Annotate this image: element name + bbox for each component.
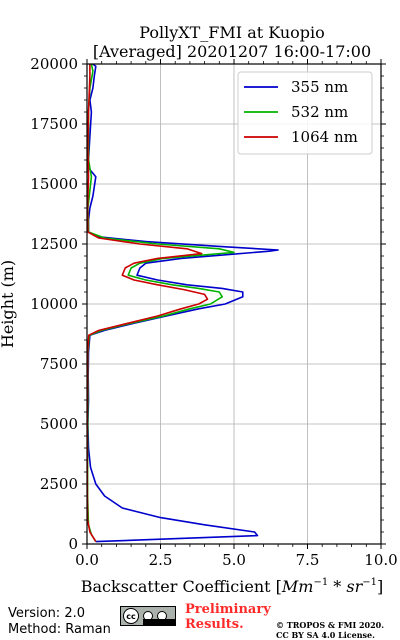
y-tick-label: 2500 bbox=[40, 475, 78, 493]
x-tick-label: 0.0 bbox=[75, 551, 99, 569]
x-tick-label: 7.5 bbox=[296, 551, 320, 569]
y-tick-label: 12500 bbox=[30, 235, 78, 253]
chart-title-line2: [Averaged] 20201207 16:00-17:00 bbox=[93, 42, 371, 61]
legend-label-1064nm: 1064 nm bbox=[291, 128, 358, 146]
copyright-line2: CC BY SA 4.0 License. bbox=[276, 630, 375, 640]
legend-label-355nm: 355 nm bbox=[291, 78, 348, 96]
chart-title-line1: PollyXT_FMI at Kuopio bbox=[139, 23, 325, 42]
legend-box bbox=[237, 71, 373, 155]
y-tick-label: 7500 bbox=[40, 355, 78, 373]
x-axis-label: Backscatter Coefficient [Mm−1 * sr−1] bbox=[81, 577, 384, 596]
x-axis-label-mult: * sr bbox=[328, 577, 363, 596]
copyright-line1: © TROPOS & FMI 2020. bbox=[276, 620, 385, 630]
preliminary-results-notice: Preliminary Results. bbox=[185, 602, 271, 632]
y-axis-label-text: Height (m) bbox=[0, 260, 17, 348]
y-tick-label: 15000 bbox=[30, 175, 78, 193]
x-axis-label-exp1: −1 bbox=[313, 577, 328, 588]
x-axis-label-prefix: Backscatter Coefficient [ bbox=[81, 577, 282, 596]
x-axis-label-unit: Mm bbox=[281, 577, 314, 596]
version-text: Version: 2.0 bbox=[8, 606, 85, 621]
copyright-notice: © TROPOS & FMI 2020. CC BY SA 4.0 Licens… bbox=[276, 620, 384, 640]
y-tick-label: 10000 bbox=[30, 295, 78, 313]
x-axis-label-exp2: −1 bbox=[362, 577, 377, 588]
y-tick-label: 5000 bbox=[40, 415, 78, 433]
method-text: Method: Raman bbox=[8, 622, 111, 637]
x-tick-label: 5.0 bbox=[222, 551, 246, 569]
cc-icon: cc bbox=[123, 608, 139, 624]
y-tick-label: 20000 bbox=[30, 55, 78, 73]
preliminary-line1: Preliminary bbox=[185, 602, 271, 617]
x-tick-label: 10.0 bbox=[364, 551, 397, 569]
x-tick-label: 2.5 bbox=[149, 551, 173, 569]
x-axis-label-close: ] bbox=[377, 577, 383, 596]
y-tick-label: 0 bbox=[68, 535, 78, 553]
preliminary-line2: Results. bbox=[185, 617, 244, 632]
series-line-1064nm bbox=[86, 64, 209, 543]
y-axis-label: Height (m) bbox=[0, 260, 17, 348]
ticks: 0.0 2.5 5.0 7.5 10.0 0 2500 5000 7500 10000 12500 1… bbox=[30, 55, 397, 569]
cc-license-badge: cc bbox=[120, 606, 176, 626]
y-tick-label: 17500 bbox=[30, 115, 78, 133]
legend: 355 nm 532 nm 1064 nm bbox=[237, 71, 373, 155]
legend-label-532nm: 532 nm bbox=[291, 103, 348, 121]
cc-strip bbox=[143, 619, 175, 625]
